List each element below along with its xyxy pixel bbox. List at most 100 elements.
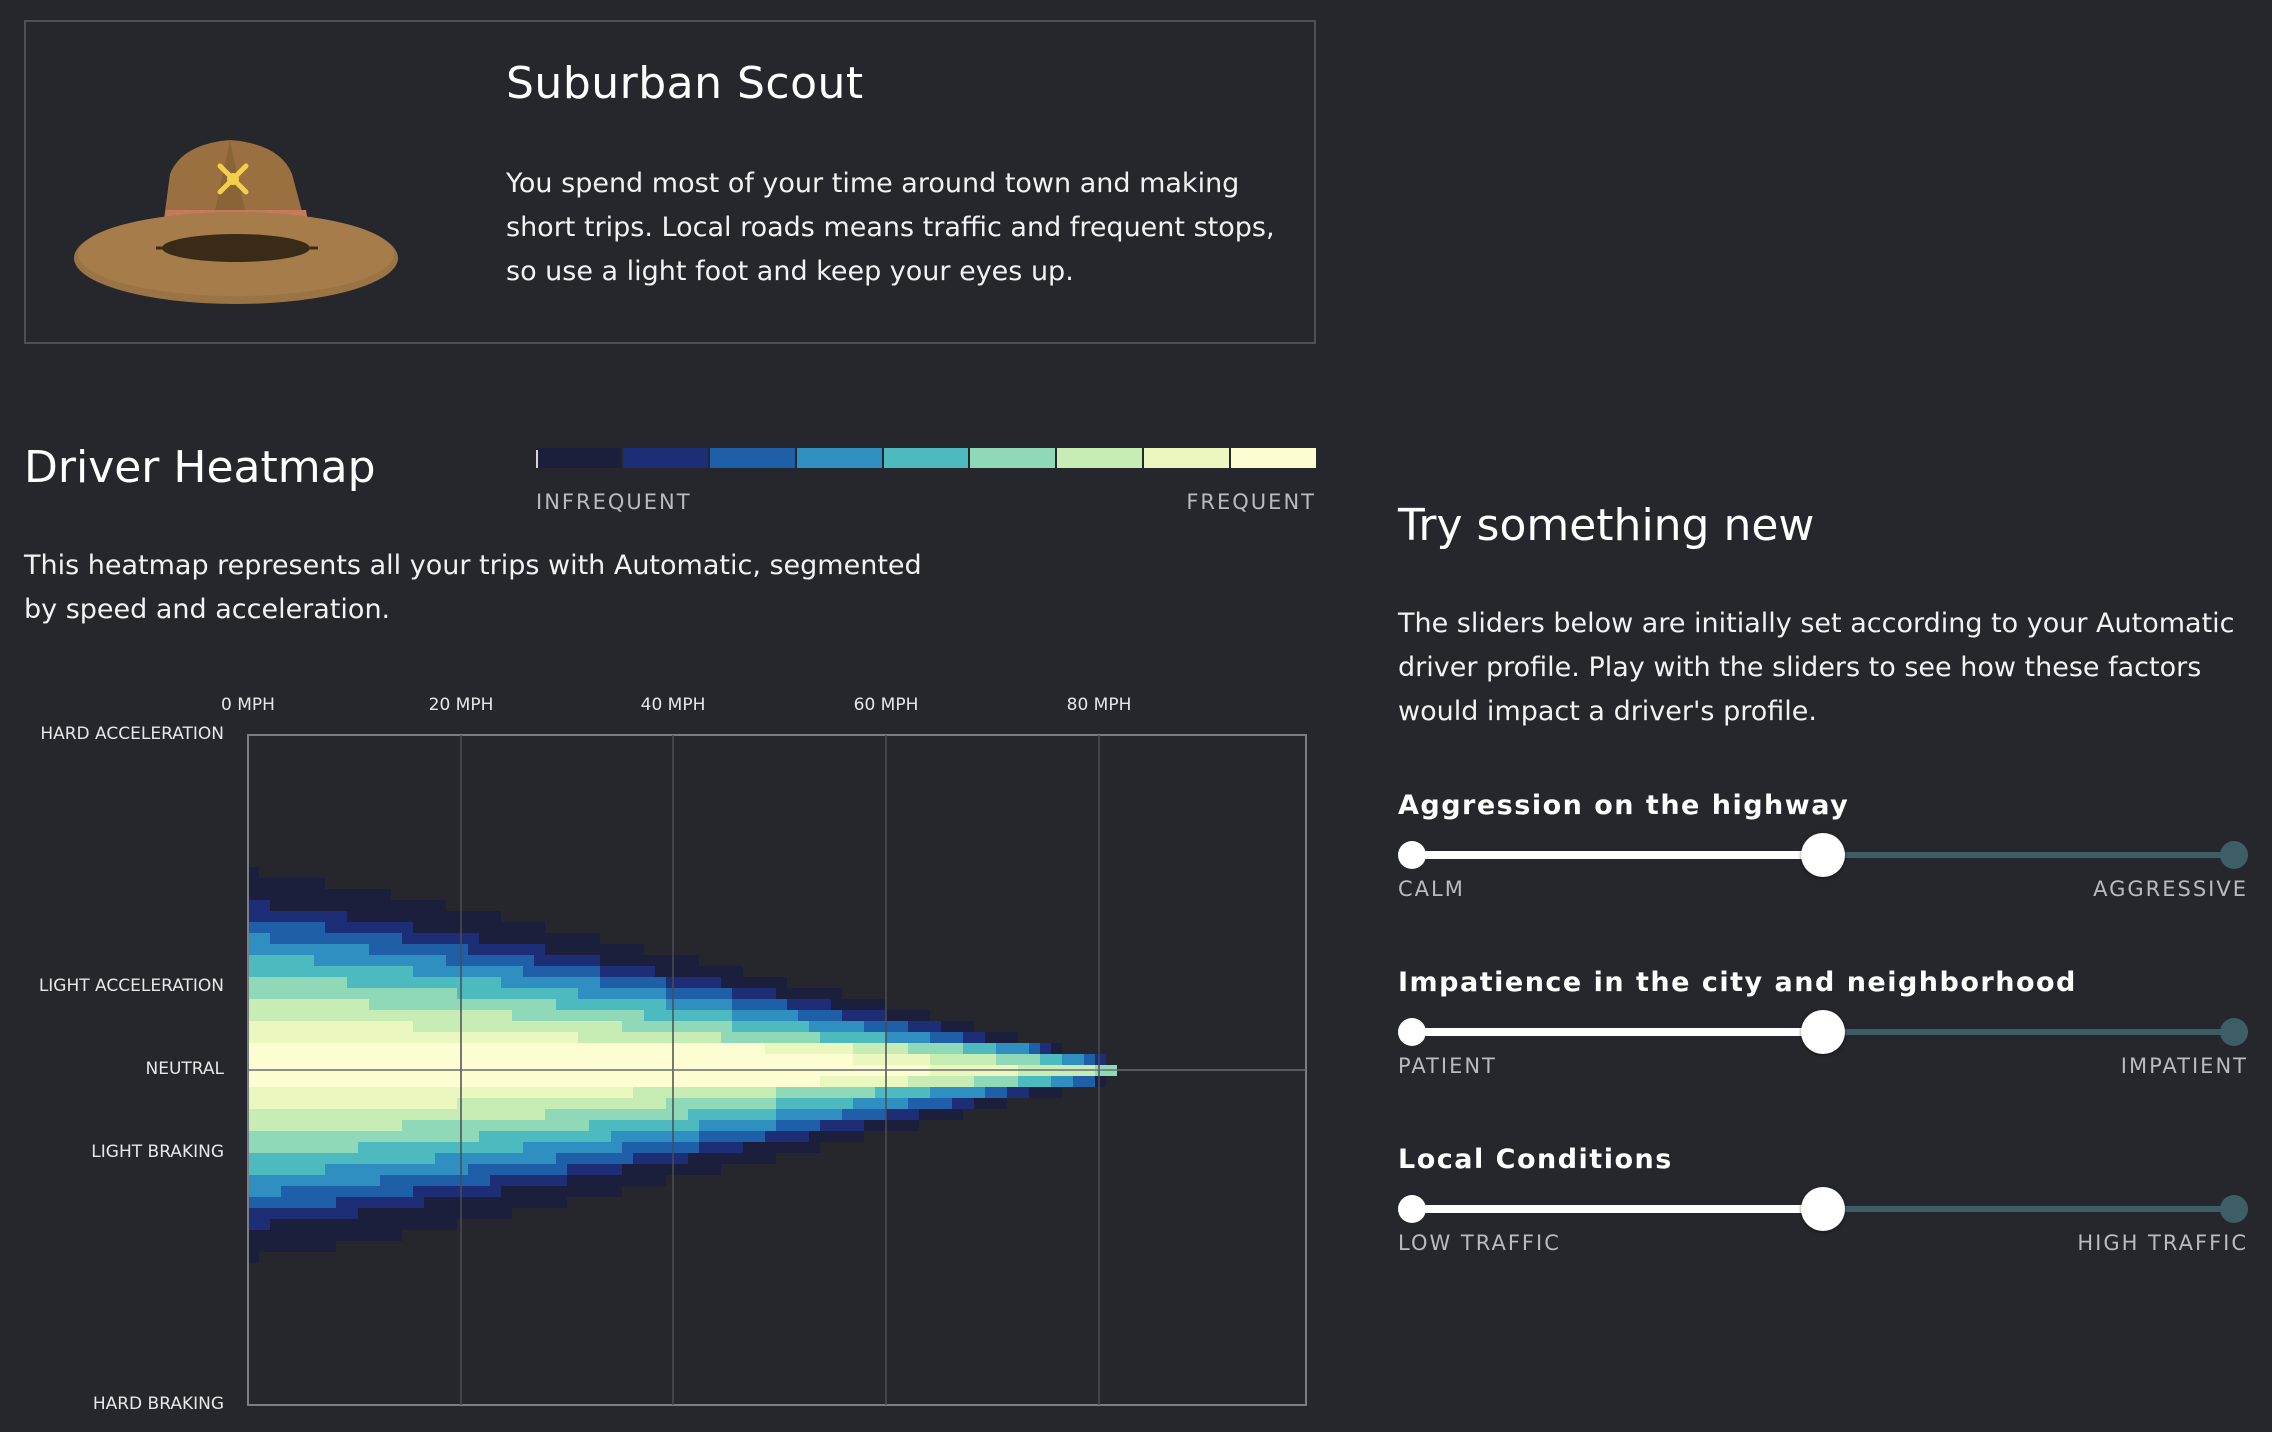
slider-track[interactable] <box>1398 1187 2248 1231</box>
heatmap-cell <box>391 1109 402 1120</box>
heatmap-cell <box>446 1164 457 1175</box>
heatmap-cell <box>358 944 369 955</box>
heatmap-cell <box>479 1021 490 1032</box>
slider-handle[interactable] <box>1801 1010 1845 1054</box>
heatmap-cell <box>853 1109 864 1120</box>
heatmap-cell <box>699 1120 710 1131</box>
heatmap-cell <box>545 1142 556 1153</box>
heatmap-cell <box>259 1032 270 1043</box>
heatmap-cell <box>292 988 303 999</box>
y-label-hard-braking: HARD BRAKING <box>93 1394 224 1414</box>
heatmap-cell <box>699 1021 710 1032</box>
slider-track[interactable] <box>1398 833 2248 877</box>
heatmap-cell <box>259 911 270 922</box>
heatmap-cell <box>941 1076 952 1087</box>
heatmap-cell <box>369 1032 380 1043</box>
slider-max-label: AGGRESSIVE <box>2093 877 2248 901</box>
heatmap-cell <box>358 1153 369 1164</box>
heatmap-cell <box>622 944 633 955</box>
heatmap-cell <box>556 1010 567 1021</box>
heatmap-cell <box>809 1109 820 1120</box>
slider-label: Impatience in the city and neighborhood <box>1398 967 2077 998</box>
heatmap-cell <box>545 1109 556 1120</box>
heatmap-cell <box>457 1021 468 1032</box>
heatmap-cell <box>391 1131 402 1142</box>
heatmap-cell <box>380 1131 391 1142</box>
heatmap-cell <box>699 1142 710 1153</box>
heatmap-cell <box>1051 1076 1062 1087</box>
heatmap-cell <box>325 1087 336 1098</box>
heatmap-cell <box>270 1219 281 1230</box>
heatmap-cell <box>556 1021 567 1032</box>
heatmap-cell <box>358 1021 369 1032</box>
heatmap-cell <box>512 966 523 977</box>
heatmap-cell <box>655 1076 666 1087</box>
heatmap-cell <box>259 1230 270 1241</box>
slider-max-label: HIGH TRAFFIC <box>2077 1231 2248 1255</box>
slider-track[interactable] <box>1398 1010 2248 1054</box>
heatmap-cell <box>798 1032 809 1043</box>
heatmap-cell <box>787 1109 798 1120</box>
heatmap-cell <box>303 1010 314 1021</box>
heatmap-cell <box>798 1010 809 1021</box>
heatmap-cell <box>380 1076 391 1087</box>
slider-handle[interactable] <box>1801 833 1845 877</box>
heatmap-cell <box>270 1164 281 1175</box>
heatmap-cell <box>688 1098 699 1109</box>
heatmap-cell <box>809 1131 820 1142</box>
heatmap-cell <box>908 1032 919 1043</box>
heatmap-cell <box>622 1175 633 1186</box>
heatmap-cell <box>534 1164 545 1175</box>
heatmap-cell <box>391 999 402 1010</box>
heatmap-cell <box>248 1197 259 1208</box>
heatmap-cell <box>369 1109 380 1120</box>
heatmap-cell <box>952 1109 963 1120</box>
heatmap-cell <box>325 1021 336 1032</box>
heatmap-cell <box>974 1098 985 1109</box>
heatmap-cell <box>512 1153 523 1164</box>
heatmap-cell <box>611 955 622 966</box>
heatmap-cell <box>666 1032 677 1043</box>
heatmap-cell <box>831 1109 842 1120</box>
heatmap-cell <box>468 1197 479 1208</box>
heatmap-cell <box>512 1032 523 1043</box>
x-tick-0: 0 MPH <box>221 695 275 715</box>
heatmap-cell <box>468 1032 479 1043</box>
heatmap-cell <box>600 1142 611 1153</box>
heatmap-cell <box>501 1142 512 1153</box>
heatmap-cell <box>270 1032 281 1043</box>
heatmap-cell <box>281 1219 292 1230</box>
heatmap-cell <box>248 1098 259 1109</box>
heatmap-cell <box>952 1076 963 1087</box>
heatmap-cell <box>688 1010 699 1021</box>
heatmap-cell <box>369 1197 380 1208</box>
heatmap-cell <box>809 1054 820 1065</box>
heatmap-cell <box>292 922 303 933</box>
heatmap-cell <box>325 889 336 900</box>
heatmap-cell <box>259 1241 270 1252</box>
heatmap-cell <box>578 1098 589 1109</box>
heatmap-cell <box>446 1032 457 1043</box>
heatmap-cell <box>347 966 358 977</box>
heatmap-cell <box>644 977 655 988</box>
heatmap-cell <box>534 999 545 1010</box>
heatmap-cell <box>699 1164 710 1175</box>
heatmap-cell <box>479 1131 490 1142</box>
heatmap-cell <box>644 1021 655 1032</box>
heatmap-cell <box>325 988 336 999</box>
slider-handle[interactable] <box>1801 1187 1845 1231</box>
heatmap-cell <box>611 1076 622 1087</box>
heatmap-cell <box>501 1032 512 1043</box>
heatmap-cell <box>281 1120 292 1131</box>
heatmap-cell <box>567 1032 578 1043</box>
heatmap-cell <box>490 1164 501 1175</box>
heatmap-cell <box>424 988 435 999</box>
heatmap-cell <box>831 1131 842 1142</box>
heatmap-cell <box>490 1076 501 1087</box>
heatmap-cell <box>578 1076 589 1087</box>
heatmap-cell <box>688 955 699 966</box>
heatmap-cell <box>248 1131 259 1142</box>
heatmap-cell <box>424 966 435 977</box>
heatmap-cell <box>479 1153 490 1164</box>
heatmap-cell <box>424 1197 435 1208</box>
